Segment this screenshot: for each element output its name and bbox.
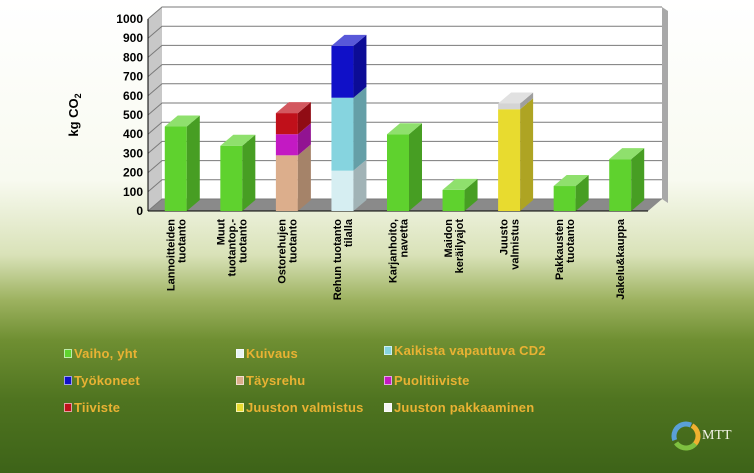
- bar-segment: [498, 103, 521, 110]
- bar-segment: [331, 170, 354, 211]
- gridline: [147, 44, 662, 58]
- bar-segment-side: [631, 148, 645, 211]
- logo-text: MTT: [702, 428, 732, 443]
- x-tick-label: Karjanhoito,navetta: [388, 218, 411, 283]
- bar-top: [164, 115, 200, 127]
- bar-segment: [387, 134, 409, 211]
- bar-segment: [442, 189, 465, 211]
- bar-segment-side: [409, 123, 422, 211]
- gridline: [147, 121, 662, 135]
- y-tick-label: 900: [123, 31, 143, 45]
- bar-top: [387, 123, 422, 135]
- bar-segment-side: [297, 123, 311, 156]
- gridline: [147, 198, 662, 212]
- y-tick-label: 400: [123, 127, 143, 141]
- bar-segment: [220, 145, 243, 211]
- bar-top: [553, 175, 589, 187]
- plot-right-edge: [662, 7, 668, 203]
- bar-segment: [275, 155, 298, 211]
- x-tick-label: Maidonkeräilyajot: [443, 219, 466, 274]
- bar-segment: [275, 113, 298, 135]
- y-tick-label: 100: [123, 185, 143, 199]
- gridline: [147, 179, 662, 193]
- bar-segment-side: [353, 159, 367, 211]
- bar-top: [220, 134, 256, 146]
- gridline: [147, 160, 662, 173]
- y-tick-label: 600: [123, 89, 143, 103]
- bar-segment-side: [520, 92, 534, 110]
- y-tick-label: 200: [123, 166, 143, 180]
- bar-top: [442, 178, 478, 190]
- bar-segment: [275, 134, 298, 156]
- bar-segment-side: [242, 134, 256, 211]
- gridline: [147, 83, 662, 97]
- bar-segment-side: [575, 175, 589, 211]
- bar-segment: [331, 97, 354, 171]
- gridline: [147, 140, 662, 154]
- bar-segment-side: [353, 34, 367, 98]
- bar-top: [275, 102, 311, 114]
- y-tick-label: 1000: [116, 12, 143, 26]
- bar-segment: [498, 109, 521, 211]
- y-tick-label: 700: [123, 70, 143, 84]
- bar-segment-side: [464, 178, 478, 211]
- bar-segment: [609, 159, 632, 211]
- y-tick-label: 500: [123, 108, 143, 122]
- bar-top: [498, 92, 534, 104]
- bar-segment: [164, 126, 187, 211]
- x-tick-label: Jakelu&kauppa: [615, 218, 627, 300]
- x-tick-label: Juustovalmistus: [499, 219, 522, 270]
- x-tick-label: Rehun tuotantotilalla: [332, 218, 355, 300]
- bar-segment: [553, 186, 576, 211]
- bar-segment-side: [520, 98, 534, 211]
- x-tick-label: Lannoitteidentuotanto: [165, 219, 188, 291]
- bar-segment-side: [186, 115, 200, 211]
- bar-segment-side: [297, 144, 311, 211]
- gridline: [147, 102, 662, 116]
- gridline: [147, 6, 662, 20]
- bar-segment-side: [297, 102, 311, 135]
- y-axis-title: kg CO2: [66, 93, 83, 136]
- mtt-logo-icon: [671, 421, 701, 451]
- bar-segment-side: [353, 86, 367, 171]
- mtt-logo: MTT: [671, 421, 732, 451]
- bar-top: [331, 34, 367, 46]
- x-tick-label: Ostorehujentuotanto: [276, 219, 299, 284]
- bar-top: [609, 148, 645, 160]
- bar-segment: [331, 45, 354, 98]
- x-tick-label: Muuttuotantop.-tuotanto: [215, 219, 249, 277]
- gridline: [147, 64, 662, 77]
- gridline: [147, 25, 662, 39]
- y-tick-label: 0: [136, 204, 143, 218]
- y-tick-label: 300: [123, 146, 143, 160]
- y-tick-label: 800: [123, 50, 143, 64]
- x-tick-label: Pakkaustentuotanto: [554, 219, 577, 280]
